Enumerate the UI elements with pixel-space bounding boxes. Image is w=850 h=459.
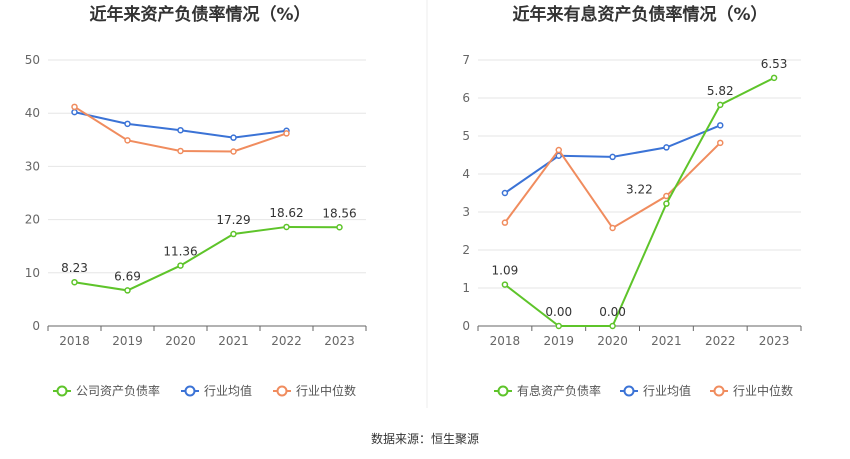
x-tick-label: 2018 bbox=[490, 334, 521, 348]
legend-marker bbox=[276, 385, 288, 397]
data-label: 5.82 bbox=[707, 84, 734, 98]
data-point bbox=[230, 148, 237, 155]
data-label: 0.00 bbox=[545, 305, 572, 319]
y-tick-label: 20 bbox=[25, 213, 40, 227]
data-point bbox=[124, 120, 131, 128]
legend-marker bbox=[623, 385, 635, 397]
data-label: 6.53 bbox=[761, 57, 788, 71]
legend-label: 行业中位数 bbox=[296, 383, 356, 398]
data-point bbox=[609, 322, 616, 330]
data-point bbox=[770, 74, 778, 82]
y-tick-label: 10 bbox=[25, 266, 40, 280]
y-tick-label: 5 bbox=[462, 129, 470, 143]
data-point bbox=[663, 144, 670, 151]
legend-label: 行业均值 bbox=[643, 383, 691, 398]
legend-marker bbox=[713, 385, 725, 397]
data-point bbox=[555, 322, 562, 330]
legend-label: 公司资产负债率 bbox=[76, 383, 160, 398]
data-point bbox=[336, 224, 343, 231]
y-tick-label: 4 bbox=[462, 167, 470, 181]
data-point bbox=[501, 281, 509, 288]
x-tick-label: 2018 bbox=[59, 334, 90, 348]
x-tick-label: 2019 bbox=[543, 334, 574, 348]
y-tick-label: 2 bbox=[462, 243, 470, 257]
chart-title: 近年来资产负债率情况（%） bbox=[89, 4, 310, 25]
data-point bbox=[124, 287, 131, 294]
data-point bbox=[283, 130, 290, 137]
data-label: 6.69 bbox=[114, 269, 141, 283]
legend-label: 有息资产负债率 bbox=[517, 383, 601, 398]
y-tick-label: 6 bbox=[462, 91, 470, 105]
y-tick-label: 40 bbox=[25, 106, 40, 120]
legend-label: 行业均值 bbox=[204, 383, 252, 398]
legend-label: 行业中位数 bbox=[733, 383, 793, 398]
x-tick-label: 2022 bbox=[271, 334, 302, 348]
data-point bbox=[71, 278, 78, 286]
data-point bbox=[663, 200, 670, 207]
data-label: 1.09 bbox=[492, 264, 519, 278]
x-tick-label: 2020 bbox=[165, 334, 196, 348]
data-label: 11.36 bbox=[163, 245, 197, 259]
data-source-note: 数据来源：恒生聚源 bbox=[371, 431, 479, 446]
y-tick-label: 30 bbox=[25, 159, 40, 173]
data-point bbox=[717, 139, 724, 147]
data-point bbox=[717, 101, 724, 109]
series-line bbox=[74, 111, 287, 139]
series-line bbox=[74, 225, 340, 292]
x-tick-label: 2023 bbox=[324, 334, 355, 348]
x-tick-label: 2019 bbox=[112, 334, 143, 348]
legend-marker bbox=[497, 385, 509, 397]
x-tick-label: 2021 bbox=[218, 334, 249, 348]
data-point bbox=[177, 147, 184, 155]
data-label: 17.29 bbox=[216, 213, 250, 227]
data-point bbox=[717, 122, 724, 129]
data-point bbox=[501, 189, 509, 197]
data-point bbox=[609, 153, 616, 161]
y-tick-label: 0 bbox=[32, 319, 40, 333]
x-tick-label: 2023 bbox=[759, 334, 790, 348]
chart-title: 近年来有息资产负债率情况（%） bbox=[512, 4, 767, 25]
data-label: 18.62 bbox=[269, 206, 303, 220]
data-point bbox=[663, 192, 670, 200]
data-point bbox=[230, 134, 237, 141]
data-label: 3.22 bbox=[626, 183, 653, 197]
data-label: 0.00 bbox=[599, 305, 626, 319]
data-point bbox=[609, 224, 616, 232]
y-tick-label: 3 bbox=[462, 205, 470, 219]
data-label: 8.23 bbox=[61, 261, 88, 275]
y-tick-label: 1 bbox=[462, 281, 470, 295]
y-tick-label: 7 bbox=[462, 53, 470, 67]
x-tick-label: 2020 bbox=[597, 334, 628, 348]
data-label: 18.56 bbox=[322, 206, 356, 220]
data-point bbox=[177, 262, 184, 269]
x-tick-label: 2022 bbox=[705, 334, 736, 348]
data-point bbox=[283, 223, 290, 231]
data-point bbox=[501, 219, 509, 226]
x-tick-label: 2021 bbox=[651, 334, 682, 348]
series-line bbox=[504, 76, 775, 327]
debt-ratio-chart: 近年来资产负债率情况（%） 0 10 20 30 40 50 2018 2019 2020 2021… bbox=[25, 4, 367, 398]
data-point bbox=[71, 108, 78, 116]
data-point bbox=[230, 230, 237, 238]
data-point bbox=[555, 146, 562, 154]
legend-marker bbox=[184, 385, 196, 397]
legend-marker bbox=[56, 385, 68, 397]
data-point bbox=[177, 126, 184, 134]
y-tick-label: 50 bbox=[25, 53, 40, 67]
interest-bearing-debt-ratio-chart: 近年来有息资产负债率情况（%） 0 1 2 3 4 5 6 7 2018 2019 2020 2021 2… bbox=[462, 4, 802, 398]
data-point bbox=[124, 137, 131, 144]
y-tick-label: 0 bbox=[462, 319, 470, 333]
data-point bbox=[71, 103, 78, 111]
